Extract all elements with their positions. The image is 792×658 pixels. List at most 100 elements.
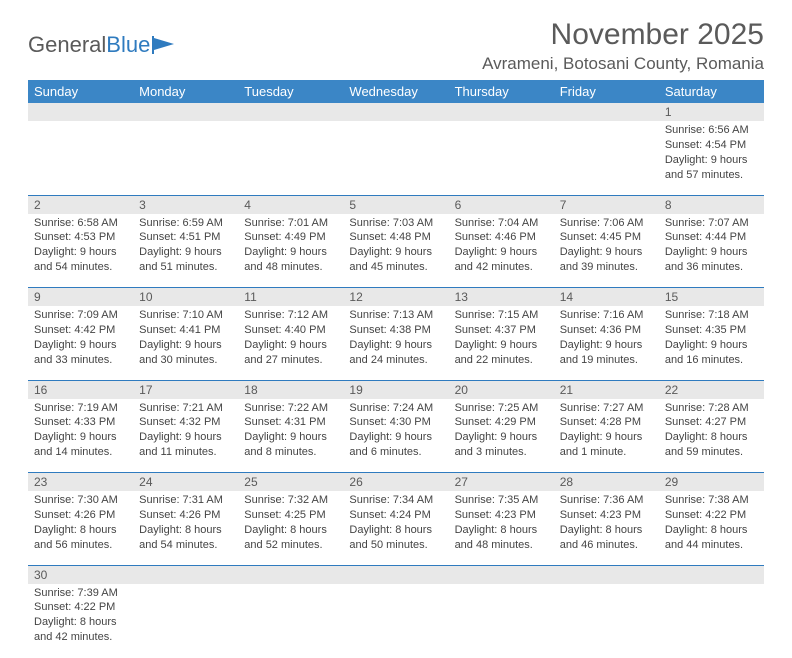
daylight-text: Daylight: 9 hours <box>665 245 758 260</box>
sunrise-text: Sunrise: 7:25 AM <box>455 401 548 416</box>
title-block: November 2025 Avrameni, Botosani County,… <box>482 18 764 74</box>
sunset-text: Sunset: 4:23 PM <box>455 508 548 523</box>
day-detail: Sunrise: 7:35 AMSunset: 4:23 PMDaylight:… <box>449 491 554 556</box>
daylight-text: Daylight: 9 hours <box>139 430 232 445</box>
day-detail: Sunrise: 6:58 AMSunset: 4:53 PMDaylight:… <box>28 214 133 279</box>
sunrise-text: Sunrise: 7:13 AM <box>349 308 442 323</box>
day-number-cell: 8 <box>659 195 764 214</box>
daylight-text: and 27 minutes. <box>244 353 337 368</box>
sunrise-text: Sunrise: 7:34 AM <box>349 493 442 508</box>
daylight-text: Daylight: 9 hours <box>349 245 442 260</box>
daylight-text: Daylight: 9 hours <box>455 245 548 260</box>
daylight-text: Daylight: 9 hours <box>244 338 337 353</box>
day-content-cell: Sunrise: 7:19 AMSunset: 4:33 PMDaylight:… <box>28 399 133 473</box>
day-detail: Sunrise: 6:56 AMSunset: 4:54 PMDaylight:… <box>659 121 764 186</box>
sunset-text: Sunset: 4:37 PM <box>455 323 548 338</box>
day-content-cell <box>554 584 659 658</box>
day-number-row: 9101112131415 <box>28 288 764 307</box>
sunset-text: Sunset: 4:48 PM <box>349 230 442 245</box>
sunrise-text: Sunrise: 6:59 AM <box>139 216 232 231</box>
day-detail: Sunrise: 7:10 AMSunset: 4:41 PMDaylight:… <box>133 306 238 371</box>
day-content-cell <box>238 121 343 195</box>
daylight-text: and 1 minute. <box>560 445 653 460</box>
day-content-cell: Sunrise: 7:13 AMSunset: 4:38 PMDaylight:… <box>343 306 448 380</box>
daylight-text: Daylight: 9 hours <box>560 338 653 353</box>
day-number-cell: 27 <box>449 473 554 492</box>
day-number-row: 23242526272829 <box>28 473 764 492</box>
daylight-text: and 51 minutes. <box>139 260 232 275</box>
day-content-cell <box>28 121 133 195</box>
day-content-cell: Sunrise: 7:22 AMSunset: 4:31 PMDaylight:… <box>238 399 343 473</box>
daylight-text: and 59 minutes. <box>665 445 758 460</box>
weekday-header: Thursday <box>449 80 554 103</box>
day-number-cell: 12 <box>343 288 448 307</box>
daylight-text: Daylight: 9 hours <box>349 430 442 445</box>
day-content-cell: Sunrise: 7:38 AMSunset: 4:22 PMDaylight:… <box>659 491 764 565</box>
day-content-cell <box>343 121 448 195</box>
day-detail: Sunrise: 7:28 AMSunset: 4:27 PMDaylight:… <box>659 399 764 464</box>
sunrise-text: Sunrise: 7:03 AM <box>349 216 442 231</box>
day-detail: Sunrise: 7:07 AMSunset: 4:44 PMDaylight:… <box>659 214 764 279</box>
sunrise-text: Sunrise: 7:39 AM <box>34 586 127 601</box>
location-text: Avrameni, Botosani County, Romania <box>482 54 764 74</box>
month-title: November 2025 <box>482 18 764 52</box>
sunset-text: Sunset: 4:29 PM <box>455 415 548 430</box>
logo-flag-icon <box>152 36 178 54</box>
day-number-cell: 18 <box>238 380 343 399</box>
daylight-text: Daylight: 8 hours <box>244 523 337 538</box>
sunrise-text: Sunrise: 7:10 AM <box>139 308 232 323</box>
calendar-table: Sunday Monday Tuesday Wednesday Thursday… <box>28 80 764 658</box>
daylight-text: Daylight: 8 hours <box>139 523 232 538</box>
daylight-text: Daylight: 9 hours <box>34 430 127 445</box>
day-number-cell <box>343 103 448 121</box>
daylight-text: Daylight: 9 hours <box>139 338 232 353</box>
day-detail: Sunrise: 7:09 AMSunset: 4:42 PMDaylight:… <box>28 306 133 371</box>
weekday-header: Saturday <box>659 80 764 103</box>
sunset-text: Sunset: 4:38 PM <box>349 323 442 338</box>
day-detail: Sunrise: 7:34 AMSunset: 4:24 PMDaylight:… <box>343 491 448 556</box>
day-content-cell <box>449 584 554 658</box>
daylight-text: and 48 minutes. <box>455 538 548 553</box>
day-detail: Sunrise: 7:38 AMSunset: 4:22 PMDaylight:… <box>659 491 764 556</box>
day-number-cell <box>449 565 554 584</box>
day-content-cell <box>449 121 554 195</box>
sunset-text: Sunset: 4:40 PM <box>244 323 337 338</box>
day-number-cell: 13 <box>449 288 554 307</box>
sunrise-text: Sunrise: 7:18 AM <box>665 308 758 323</box>
day-content-row: Sunrise: 6:56 AMSunset: 4:54 PMDaylight:… <box>28 121 764 195</box>
daylight-text: Daylight: 9 hours <box>455 430 548 445</box>
day-content-cell: Sunrise: 7:12 AMSunset: 4:40 PMDaylight:… <box>238 306 343 380</box>
daylight-text: and 19 minutes. <box>560 353 653 368</box>
day-content-row: Sunrise: 7:19 AMSunset: 4:33 PMDaylight:… <box>28 399 764 473</box>
day-number-cell <box>133 565 238 584</box>
daylight-text: and 42 minutes. <box>34 630 127 645</box>
day-content-cell: Sunrise: 6:56 AMSunset: 4:54 PMDaylight:… <box>659 121 764 195</box>
header-bar: GeneralBlue November 2025 Avrameni, Boto… <box>28 18 764 74</box>
daylight-text: and 48 minutes. <box>244 260 337 275</box>
day-content-cell: Sunrise: 7:27 AMSunset: 4:28 PMDaylight:… <box>554 399 659 473</box>
daylight-text: Daylight: 9 hours <box>244 430 337 445</box>
daylight-text: and 33 minutes. <box>34 353 127 368</box>
day-number-cell: 28 <box>554 473 659 492</box>
daylight-text: Daylight: 9 hours <box>244 245 337 260</box>
day-content-cell: Sunrise: 7:16 AMSunset: 4:36 PMDaylight:… <box>554 306 659 380</box>
daylight-text: and 45 minutes. <box>349 260 442 275</box>
sunrise-text: Sunrise: 7:38 AM <box>665 493 758 508</box>
day-content-cell: Sunrise: 7:07 AMSunset: 4:44 PMDaylight:… <box>659 214 764 288</box>
day-content-cell: Sunrise: 7:09 AMSunset: 4:42 PMDaylight:… <box>28 306 133 380</box>
sunset-text: Sunset: 4:45 PM <box>560 230 653 245</box>
day-number-cell: 19 <box>343 380 448 399</box>
day-detail: Sunrise: 7:12 AMSunset: 4:40 PMDaylight:… <box>238 306 343 371</box>
day-number-cell: 7 <box>554 195 659 214</box>
sunset-text: Sunset: 4:28 PM <box>560 415 653 430</box>
sunset-text: Sunset: 4:26 PM <box>34 508 127 523</box>
daylight-text: and 56 minutes. <box>34 538 127 553</box>
daylight-text: Daylight: 8 hours <box>34 615 127 630</box>
sunset-text: Sunset: 4:25 PM <box>244 508 337 523</box>
sunset-text: Sunset: 4:30 PM <box>349 415 442 430</box>
day-number-cell: 30 <box>28 565 133 584</box>
day-number-cell <box>554 103 659 121</box>
day-content-cell: Sunrise: 7:06 AMSunset: 4:45 PMDaylight:… <box>554 214 659 288</box>
day-content-row: Sunrise: 6:58 AMSunset: 4:53 PMDaylight:… <box>28 214 764 288</box>
day-detail: Sunrise: 7:13 AMSunset: 4:38 PMDaylight:… <box>343 306 448 371</box>
